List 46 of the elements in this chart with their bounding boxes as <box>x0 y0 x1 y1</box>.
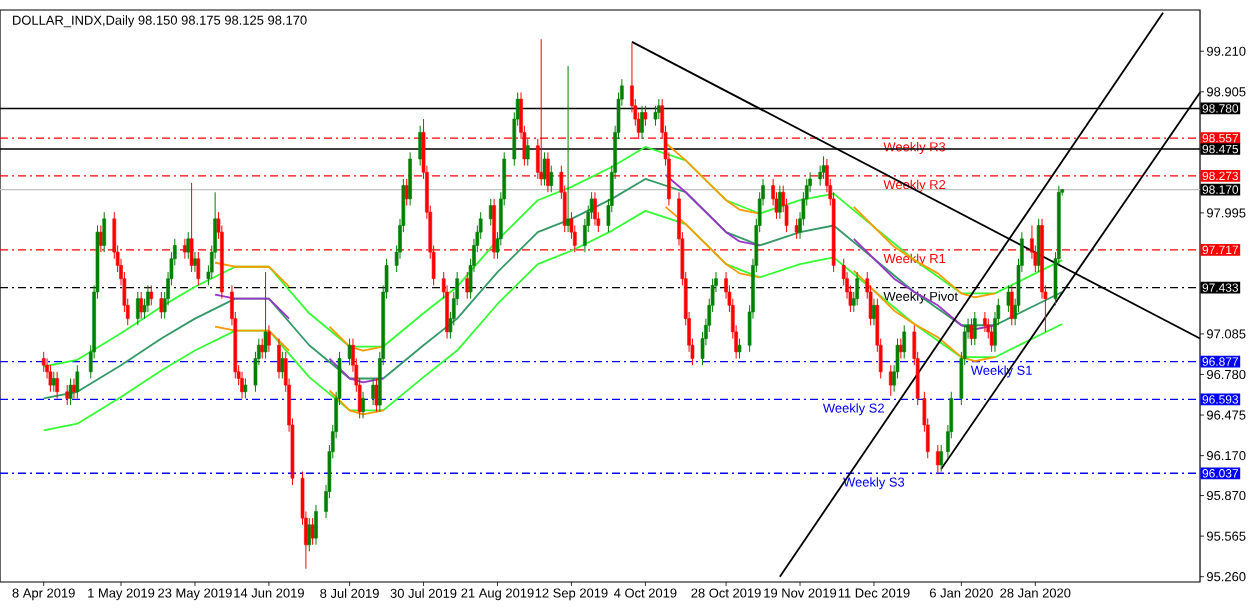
candlestick <box>243 377 248 399</box>
candlestick <box>936 444 940 475</box>
candlestick <box>55 371 59 399</box>
candlestick <box>465 271 470 300</box>
candlestick <box>404 178 409 207</box>
candlestick <box>1006 284 1011 313</box>
candlestick <box>277 338 281 379</box>
candlestick <box>48 364 53 393</box>
candlestick <box>280 351 285 379</box>
candlestick <box>260 338 264 360</box>
candlestick <box>361 391 365 419</box>
candlestick <box>75 364 80 399</box>
candlestick <box>542 151 547 187</box>
candlestick <box>267 324 271 353</box>
candlestick <box>189 182 194 273</box>
candlestick <box>139 291 143 320</box>
candlestick <box>99 225 103 253</box>
candlestick <box>778 185 782 220</box>
candlestick <box>546 151 550 193</box>
candlestick <box>41 351 46 373</box>
candlestick <box>51 371 56 393</box>
candlestick <box>149 284 154 306</box>
candlestick <box>68 377 73 406</box>
candlestick <box>855 271 859 306</box>
candlestick <box>240 371 244 399</box>
candlestick <box>136 291 140 326</box>
candlestick <box>737 338 742 360</box>
candlestick <box>794 218 799 240</box>
candlestick <box>657 98 661 120</box>
candlestick <box>72 377 76 399</box>
candlestick <box>899 338 903 360</box>
candlestick <box>972 311 977 346</box>
candlestick <box>263 271 268 360</box>
candlestick <box>371 377 375 406</box>
candlestick <box>525 138 530 167</box>
candlestick <box>314 504 318 546</box>
candlestick <box>146 284 150 313</box>
candlestick <box>653 105 658 127</box>
candlestick <box>549 165 554 193</box>
candlestick <box>821 155 826 180</box>
candlestick <box>193 251 197 273</box>
candlestick <box>643 105 648 127</box>
candlestick <box>593 191 597 226</box>
candlestick <box>347 338 352 366</box>
candlestick <box>310 517 315 546</box>
candlestick <box>65 384 70 406</box>
